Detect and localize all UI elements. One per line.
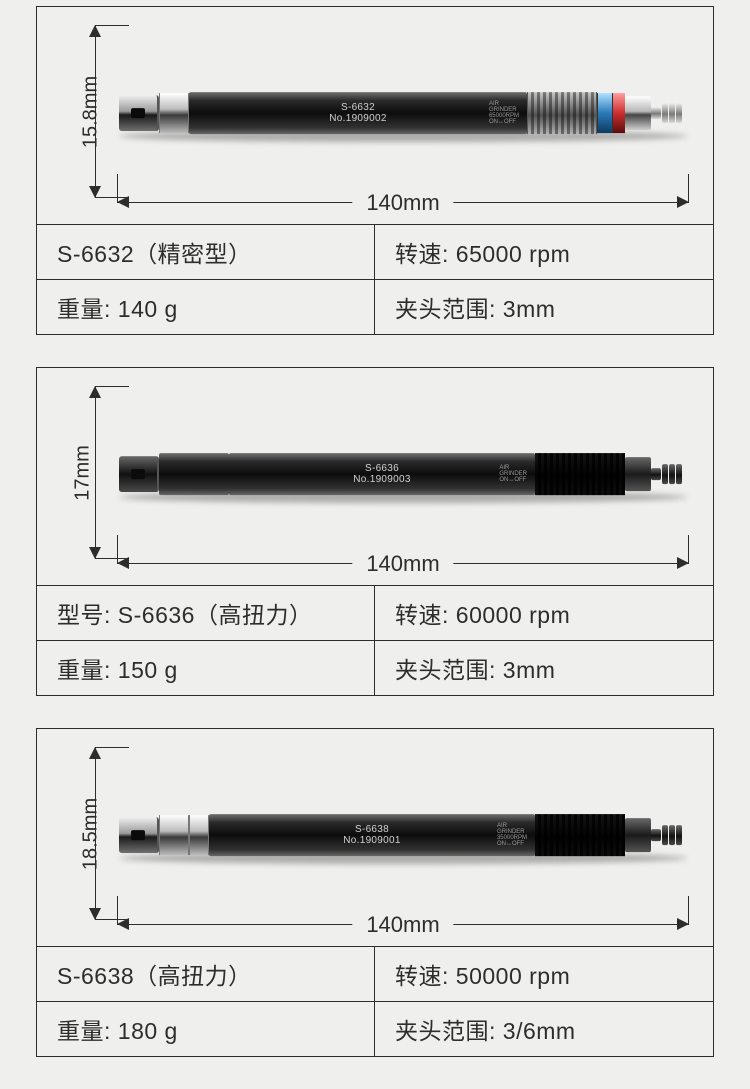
spec-speed: 转速: 60000 rpm xyxy=(375,586,713,640)
height-label: 15.8mm xyxy=(80,75,103,147)
front-barrel xyxy=(159,453,229,495)
spec-collet: 夹头范围: 3mm xyxy=(375,279,713,334)
length-label: 140mm xyxy=(352,912,453,938)
length-dimension: 140mm xyxy=(117,188,689,218)
tool-illustration: S-6632 No.1909002 AIRGRINDER65000RPMON↔O… xyxy=(119,89,687,137)
spec-weight: 重量: 180 g xyxy=(37,1001,375,1056)
length-label: 140mm xyxy=(352,190,453,216)
spec-collet: 夹头范围: 3/6mm xyxy=(375,1001,713,1056)
knurl-grip xyxy=(535,453,625,495)
barrel: S-6638 No.1909001 AIRGRINDER35000RPMON↔O… xyxy=(209,814,535,856)
length-dimension: 140mm xyxy=(117,910,689,940)
engraving: S-6636 No.1909003 xyxy=(353,463,411,485)
collar xyxy=(159,93,189,133)
barrel: S-6636 No.1909003 AIRGRINDERON↔OFF xyxy=(229,453,535,495)
collar xyxy=(189,815,209,855)
spec-collet: 夹头范围: 3mm xyxy=(375,640,713,695)
hose-barb xyxy=(651,824,687,846)
spec-weight: 重量: 150 g xyxy=(37,640,375,695)
height-dimension: 18.5mm xyxy=(65,747,105,920)
tail-cap xyxy=(625,457,651,491)
collar xyxy=(159,815,189,855)
spec-table: 型号: S-6636（高扭力） 转速: 60000 rpm 重量: 150 g … xyxy=(37,586,713,695)
height-label: 18.5mm xyxy=(80,797,103,869)
engraving: S-6632 No.1909002 xyxy=(329,102,387,124)
engraving: S-6638 No.1909001 xyxy=(343,824,401,846)
spec-speed: 转速: 65000 rpm xyxy=(375,225,713,279)
height-dimension: 15.8mm xyxy=(65,25,105,198)
dimension-diagram: 17mm S-6636 No.1909003 AIRGRINDERON↔OFF … xyxy=(37,368,713,586)
dimension-diagram: 18.5mm S-6638 No.1909001 AIRGRINDER35000… xyxy=(37,729,713,947)
product-card: 15.8mm S-6632 No.1909002 AIRGRINDER65000… xyxy=(36,6,714,335)
ring-red xyxy=(613,93,625,133)
dimension-diagram: 15.8mm S-6632 No.1909002 AIRGRINDER65000… xyxy=(37,7,713,225)
height-dimension: 17mm xyxy=(65,386,105,559)
spec-table: S-6638（高扭力） 转速: 50000 rpm 重量: 180 g 夹头范围… xyxy=(37,947,713,1056)
spec-model: S-6632（精密型） xyxy=(37,225,375,279)
product-card: 17mm S-6636 No.1909003 AIRGRINDERON↔OFF … xyxy=(36,367,714,696)
knurl-grip xyxy=(535,814,625,856)
hose-barb xyxy=(651,102,687,124)
height-label: 17mm xyxy=(71,445,94,501)
tail-cap xyxy=(625,96,651,130)
product-card: 18.5mm S-6638 No.1909001 AIRGRINDER35000… xyxy=(36,728,714,1057)
tool-illustration: S-6636 No.1909003 AIRGRINDERON↔OFF xyxy=(119,450,687,498)
tool-illustration: S-6638 No.1909001 AIRGRINDER35000RPMON↔O… xyxy=(119,811,687,859)
spec-speed: 转速: 50000 rpm xyxy=(375,947,713,1001)
ring-blue xyxy=(597,93,613,133)
spec-table: S-6632（精密型） 转速: 65000 rpm 重量: 140 g 夹头范围… xyxy=(37,225,713,334)
length-label: 140mm xyxy=(352,551,453,577)
hose-barb xyxy=(651,463,687,485)
tail-cap xyxy=(625,818,651,852)
spec-model: S-6638（高扭力） xyxy=(37,947,375,1001)
spec-model: 型号: S-6636（高扭力） xyxy=(37,586,375,640)
barrel: S-6632 No.1909002 AIRGRINDER65000RPMON↔O… xyxy=(189,92,527,134)
length-dimension: 140mm xyxy=(117,549,689,579)
knurl-grip xyxy=(527,92,597,134)
spec-weight: 重量: 140 g xyxy=(37,279,375,334)
